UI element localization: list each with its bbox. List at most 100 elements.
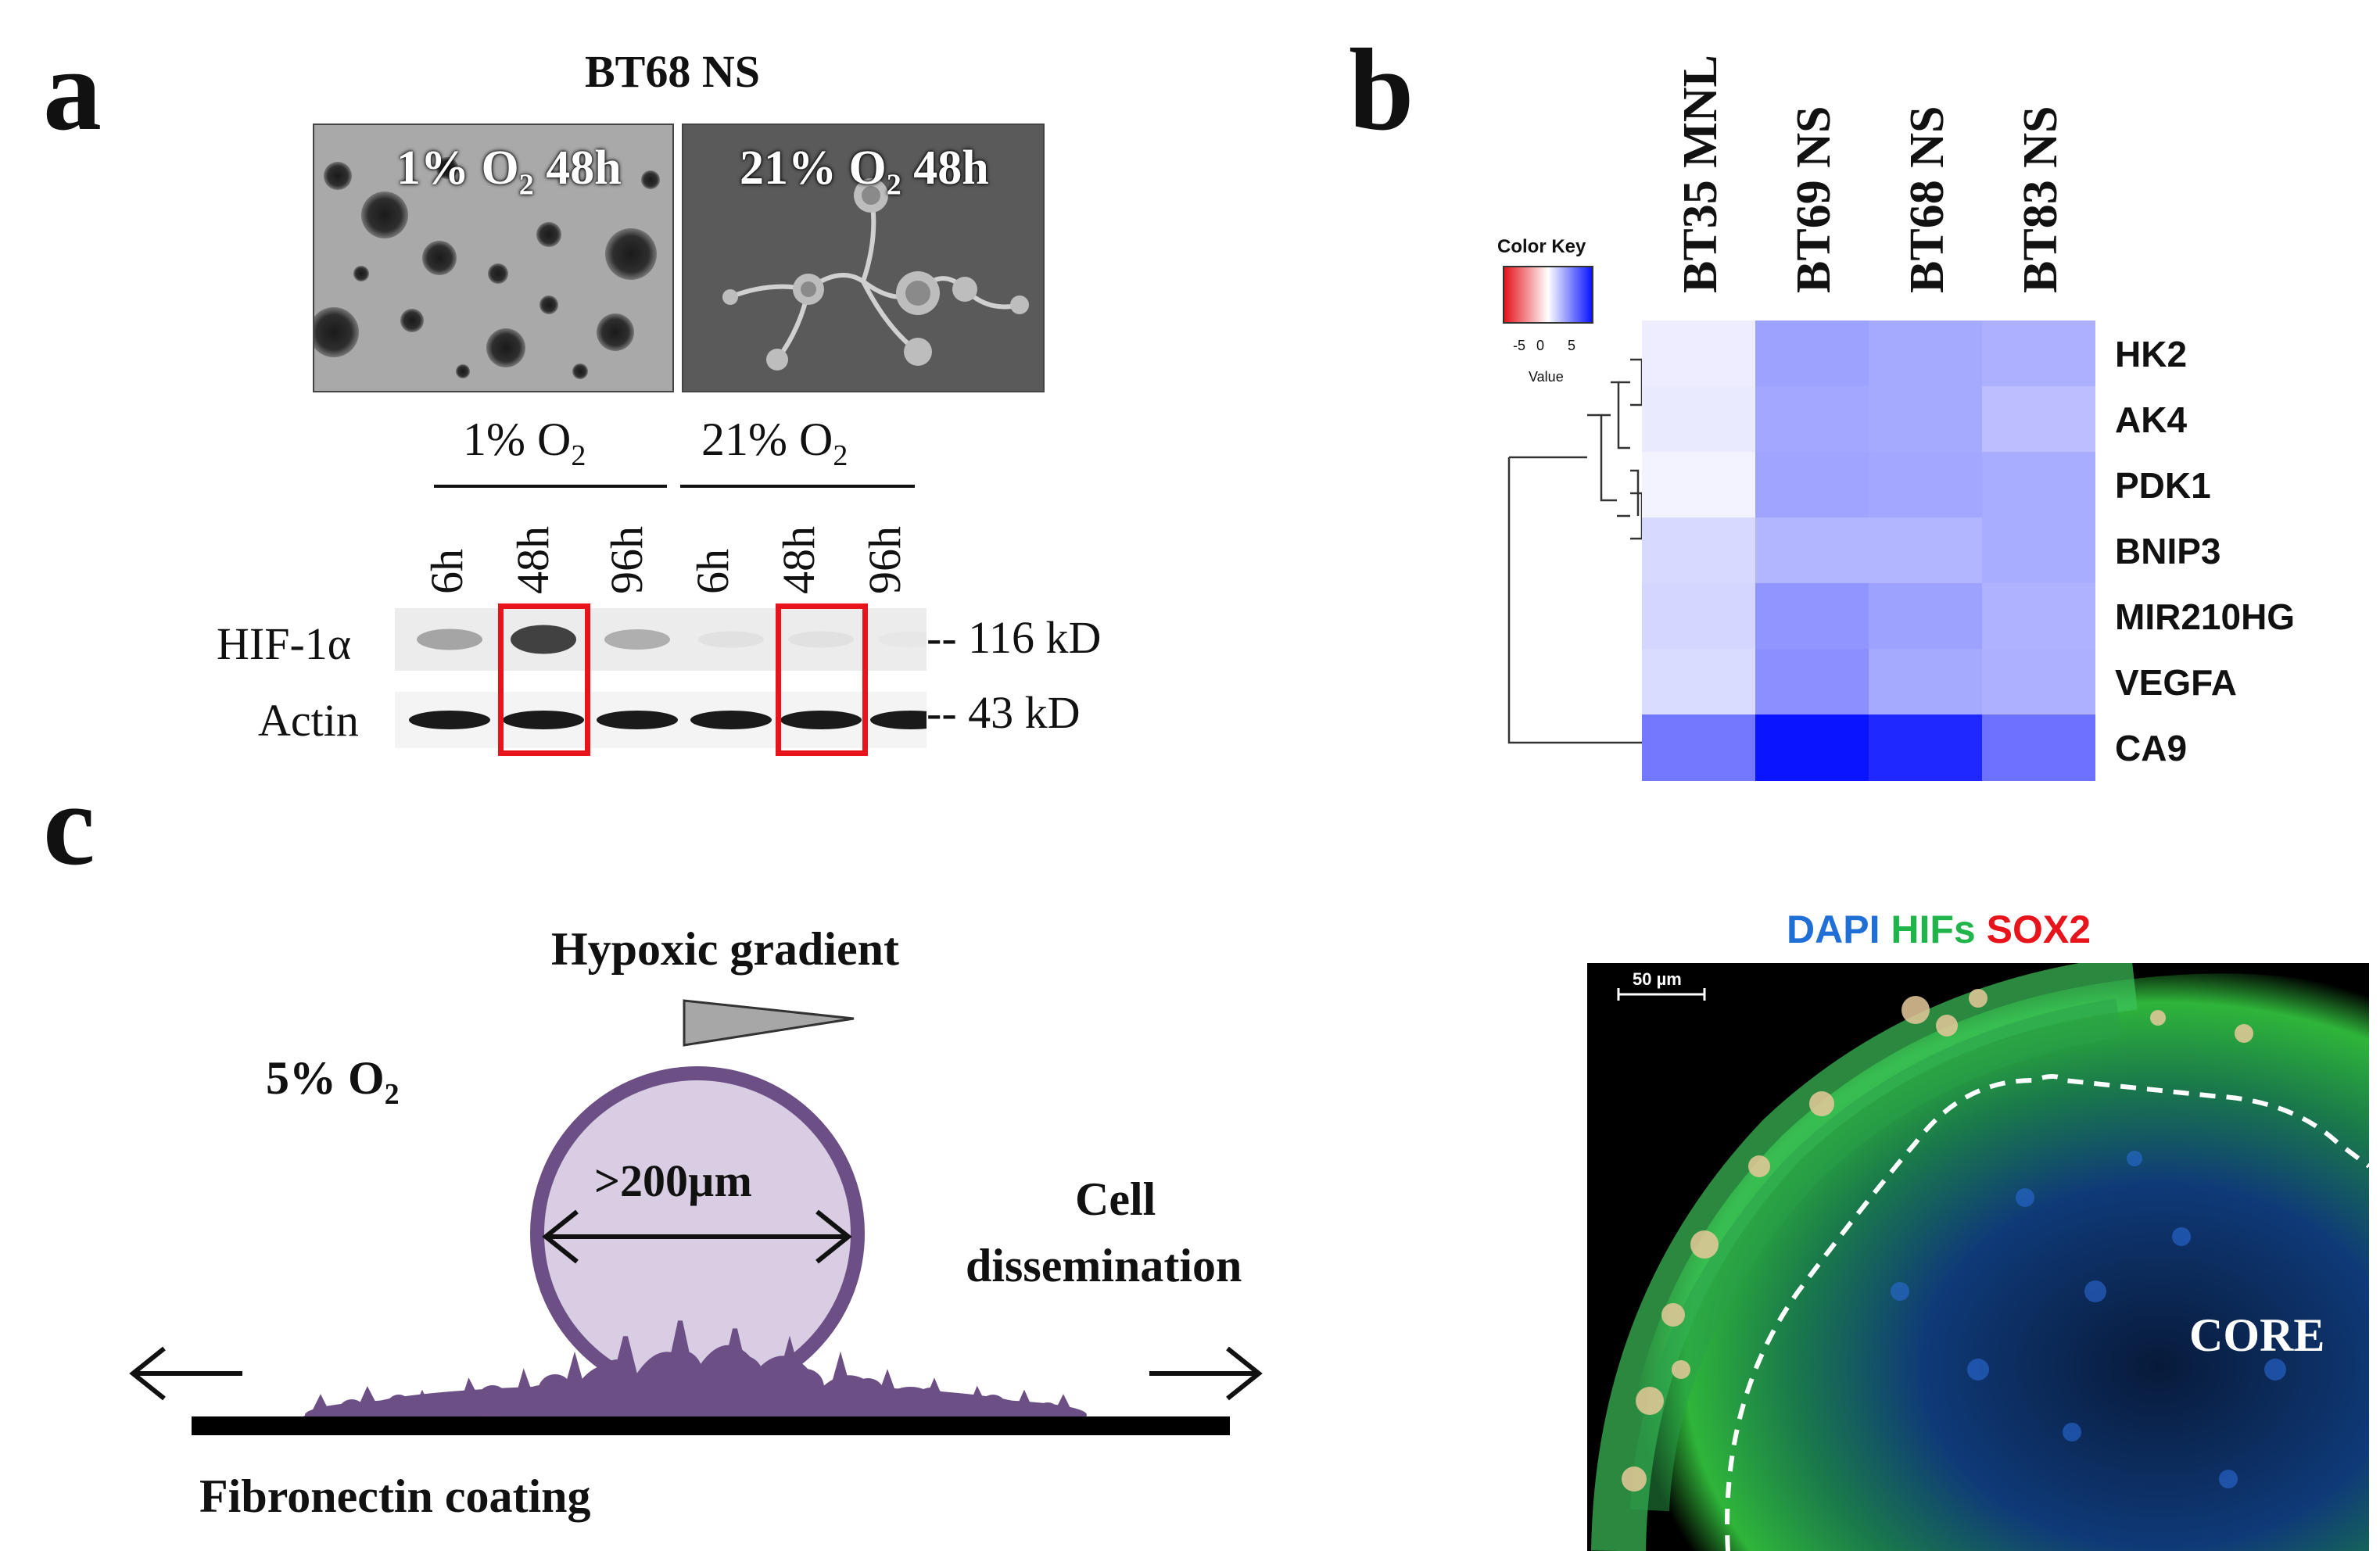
micrograph-normoxia: 21% O2 48h	[682, 124, 1045, 392]
gradient-label: Hypoxic gradient	[551, 923, 899, 975]
heatmap-cell	[1869, 714, 1983, 781]
stain-dapi: DAPI	[1787, 908, 1880, 951]
micrograph-normoxia-label-post: 48h	[901, 141, 989, 195]
fluorescence-image-render	[1587, 963, 2369, 1551]
heatmap-cell	[1869, 517, 1983, 584]
heatmap-cell	[1755, 583, 1869, 650]
hif-band	[604, 629, 670, 650]
core-label: CORE	[2189, 1309, 2325, 1361]
micrograph-hypoxia-image	[314, 125, 672, 391]
stain-hifs: HIFs	[1891, 908, 1976, 951]
panel-a-letter: a	[43, 25, 102, 155]
blot-hif-strip	[395, 608, 944, 671]
blot-actin-strip	[395, 692, 952, 748]
hif-band	[878, 631, 944, 648]
highlight-box	[776, 603, 868, 756]
lane-label: 6h	[421, 549, 472, 594]
heatmap-cell	[1755, 517, 1869, 584]
group-label-hypoxia-sub: 2	[571, 439, 586, 472]
heatmap-cell	[1869, 321, 1983, 387]
micrograph-hypoxia-label-post: 48h	[533, 141, 622, 195]
hif-band	[417, 629, 482, 650]
heatmap-column-label: BT83 NS	[2014, 106, 2067, 293]
heatmap-cell	[1642, 649, 1756, 715]
row-label-actin: Actin	[258, 695, 359, 746]
oxygen-label: 5% O2	[266, 1051, 400, 1112]
heatmap-cell	[1642, 517, 1756, 584]
lane-label: 48h	[507, 526, 558, 594]
heatmap-cell	[1869, 452, 1983, 518]
heatmap-cell	[1642, 452, 1756, 518]
heatmap-cell	[1642, 583, 1756, 650]
color-key-title: Color Key	[1497, 236, 1586, 257]
actin-band	[597, 711, 678, 729]
heatmap-column-label: BT69 NS	[1787, 106, 1841, 293]
diameter-label: >200µm	[594, 1155, 752, 1206]
fluorescence-image: 50 µm CORE	[1587, 963, 2369, 1551]
group-label-normoxia: 21% O2	[701, 413, 848, 473]
spheroid-diagram	[129, 1066, 1263, 1435]
micrograph-hypoxia-label-pre: 1% O	[396, 141, 519, 195]
lane-label: 96h	[601, 526, 652, 594]
coating-label: Fibronectin coating	[199, 1470, 591, 1522]
highlight-box	[498, 603, 590, 756]
heatmap-row-label: VEGFA	[2115, 662, 2237, 703]
hif-band	[788, 631, 854, 648]
color-key-xlabel: Value	[1529, 369, 1564, 385]
micrograph-normoxia-label: 21% O2 48h	[740, 141, 989, 202]
heatmap-cell	[1755, 649, 1869, 715]
panel-b-letter: b	[1349, 25, 1414, 155]
group-label-hypoxia-pre: 1% O	[463, 414, 572, 465]
heatmap-row-label: HK2	[2115, 334, 2188, 374]
heatmap-grid	[1642, 321, 2095, 781]
lane-label: 6h	[687, 549, 738, 594]
heatmap-cell	[1982, 583, 2095, 650]
heatmap-row-label: CA9	[2115, 728, 2188, 768]
heatmap-cell	[1869, 649, 1983, 715]
marker-actin: -- 43 kD	[927, 687, 1081, 738]
oxygen-label-sub: 2	[384, 1078, 400, 1111]
group-line-hypoxia	[434, 485, 667, 488]
micrograph-normoxia-label-sub: 2	[886, 168, 901, 202]
actin-band	[780, 711, 862, 729]
dissemination-label-line2: dissemination	[966, 1240, 1242, 1291]
actin-band	[409, 711, 490, 729]
color-key-tick: -5	[1513, 338, 1526, 353]
actin-band	[690, 711, 772, 729]
oxygen-label-pre: 5% O	[266, 1052, 385, 1104]
heatmap-cell	[1642, 321, 1756, 387]
heatmap-cell	[1982, 321, 2095, 387]
panel-a-title: BT68 NS	[585, 46, 761, 97]
gradient-wedge-icon	[683, 999, 855, 1047]
heatmap-cell	[1982, 386, 2095, 453]
lane-label: 96h	[859, 526, 910, 594]
heatmap-cell	[1982, 452, 2095, 518]
heatmap-dendrogram	[1507, 358, 1643, 744]
micrograph-hypoxia-label-sub: 2	[518, 168, 534, 202]
heatmap-row-label: BNIP3	[2115, 531, 2221, 571]
micrograph-normoxia-image	[683, 125, 1043, 391]
micrograph-hypoxia: 1% O2 48h	[313, 124, 674, 392]
heatmap-cell	[1869, 386, 1983, 453]
heatmap-cell	[1755, 452, 1869, 518]
micrograph-hypoxia-label: 1% O2 48h	[396, 141, 622, 202]
heatmap-cell	[1755, 386, 1869, 453]
dissemination-label-line1: Cell	[1075, 1173, 1156, 1225]
heatmap-row-label: PDK1	[2115, 465, 2211, 506]
group-label-normoxia-sub: 2	[833, 439, 848, 472]
heatmap-cell	[1982, 517, 2095, 584]
heatmap-cell	[1755, 321, 1869, 387]
heatmap-column-label: BT35 MNL	[1674, 55, 1727, 293]
hif-band	[698, 631, 764, 648]
heatmap-row-label: MIR210HG	[2115, 596, 2296, 637]
heatmap-cell	[1982, 714, 2095, 781]
heatmap-cell	[1642, 386, 1756, 453]
heatmap-cell	[1869, 583, 1983, 650]
panel-c-letter: c	[43, 760, 95, 890]
group-label-normoxia-pre: 21% O	[701, 414, 833, 465]
heatmap-cell	[1982, 649, 2095, 715]
heatmap-row-label: AK4	[2115, 399, 2188, 440]
actin-band	[503, 711, 584, 729]
heatmap-cell	[1642, 714, 1756, 781]
scale-bar-label: 50 µm	[1633, 969, 1682, 989]
